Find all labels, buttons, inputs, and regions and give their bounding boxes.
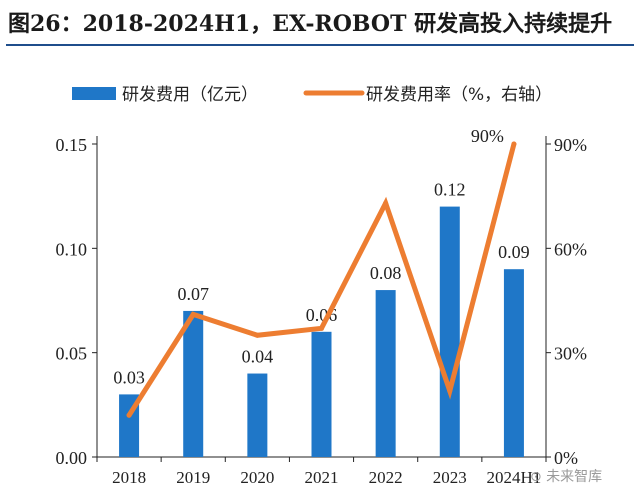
line-value-label: 90% — [471, 126, 504, 146]
bar-value-label: 0.09 — [498, 242, 530, 262]
bar — [503, 269, 524, 457]
title-divider — [6, 44, 634, 46]
bar — [375, 290, 396, 457]
y-right-tick-label: 90% — [554, 135, 587, 155]
y-left-tick-label: 0.15 — [56, 135, 88, 155]
x-tick-label: 2021 — [305, 468, 339, 487]
line-point — [126, 412, 132, 418]
bar-value-label: 0.04 — [242, 347, 274, 367]
legend-bar-swatch — [72, 87, 116, 100]
bar-series — [119, 206, 524, 457]
line-point — [511, 141, 517, 147]
figure-title: 图26：2018-2024H1，EX-ROBOT 研发高投入持续提升 — [8, 11, 613, 37]
bar-value-label: 0.03 — [113, 367, 145, 387]
line-point — [319, 325, 324, 331]
y-right-tick-label: 60% — [554, 239, 587, 259]
y-right-tick-label: 0% — [554, 448, 578, 468]
legend: 研发费用（亿元） 研发费用率（%，右轴） — [72, 85, 552, 105]
line-point — [254, 332, 260, 338]
x-tick-label: 2020 — [240, 468, 274, 487]
watermark: ⊙ 未来智库 — [530, 469, 602, 485]
bar — [439, 206, 460, 457]
bar — [311, 331, 332, 457]
x-tick-label: 2022 — [369, 468, 403, 487]
bar — [247, 373, 268, 457]
line-point — [383, 200, 389, 206]
x-tick-label: 2024H1 — [487, 468, 542, 487]
legend-line-label: 研发费用率（%，右轴） — [366, 85, 552, 105]
y-right-tick-label: 30% — [554, 344, 587, 364]
line-point — [190, 311, 196, 317]
y-tick-labels: 0.00 0.05 0.10 0.15 0% 30% 60% 90% — [56, 135, 588, 468]
line-point — [447, 388, 453, 394]
line-series: 90% — [126, 126, 517, 418]
x-tick-label: 2018 — [112, 468, 146, 487]
x-tick-label: 2019 — [176, 468, 210, 487]
y-left-tick-label: 0.05 — [56, 344, 88, 364]
y-left-tick-label: 0.10 — [56, 239, 88, 259]
bar-value-label: 0.12 — [434, 180, 466, 200]
bar-value-label: 0.08 — [370, 263, 402, 283]
bar — [183, 310, 204, 457]
y-left-tick-label: 0.00 — [56, 448, 88, 468]
x-tick-label: 2023 — [433, 468, 467, 487]
x-tick-labels: 2018 2019 2020 2021 2022 2023 2024H1 — [112, 468, 541, 487]
bar-value-label: 0.07 — [177, 284, 209, 304]
legend-bar-label: 研发费用（亿元） — [122, 85, 258, 105]
